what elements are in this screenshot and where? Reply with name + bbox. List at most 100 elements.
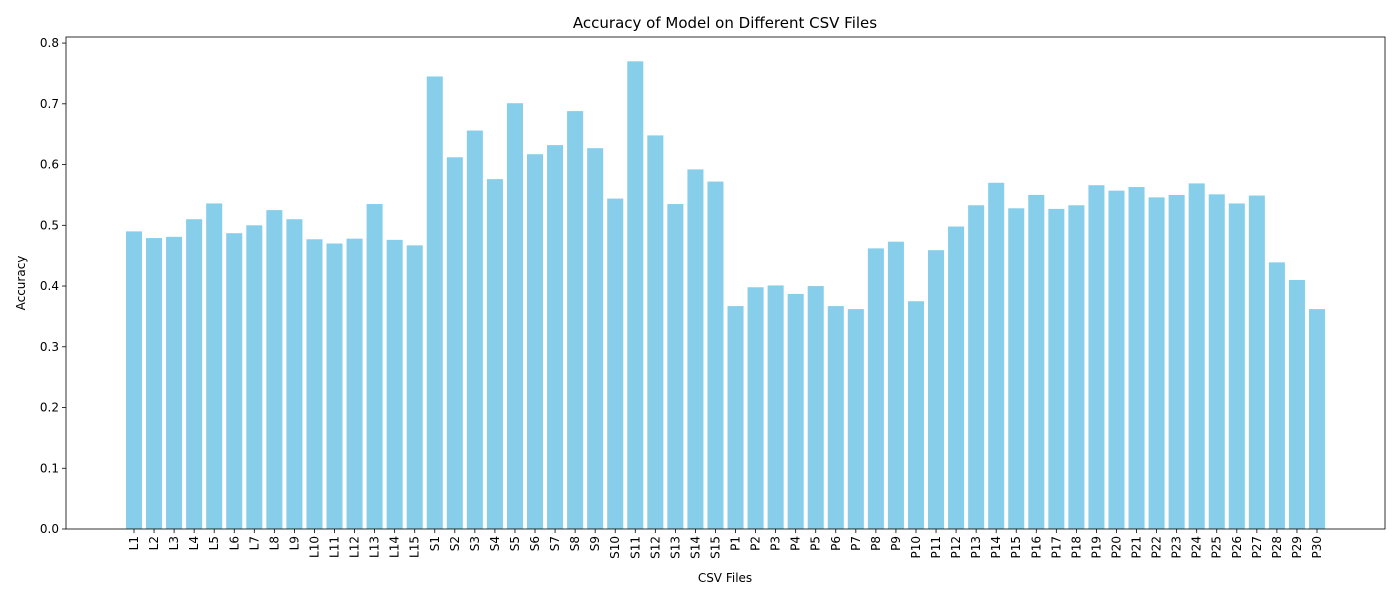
x-tick-label: S14 — [688, 536, 702, 559]
chart-title: Accuracy of Model on Different CSV Files — [573, 14, 877, 32]
x-tick-label: L4 — [187, 536, 201, 550]
x-tick-label: S5 — [508, 536, 522, 551]
bar-L3 — [166, 236, 183, 529]
bar-L13 — [366, 204, 383, 530]
bar-L7 — [246, 225, 263, 530]
x-tick-label: P26 — [1230, 536, 1244, 559]
x-tick-label: P5 — [809, 536, 823, 551]
bar-P15 — [1008, 208, 1025, 530]
x-tick-label: P6 — [829, 536, 843, 551]
bar-P14 — [988, 182, 1005, 529]
bar-P29 — [1288, 279, 1305, 529]
x-tick-label: L15 — [408, 536, 422, 558]
x-tick-label: P8 — [869, 536, 883, 551]
bar-P11 — [928, 250, 945, 529]
x-tick-label: S8 — [568, 536, 582, 551]
bar-L15 — [406, 245, 423, 529]
bar-P28 — [1268, 262, 1285, 529]
x-tick-label: P11 — [929, 536, 943, 559]
bar-P13 — [968, 205, 985, 529]
bar-S13 — [667, 204, 684, 530]
x-tick-label: P3 — [769, 536, 783, 551]
bar-P9 — [887, 241, 904, 529]
x-tick-label: P24 — [1190, 536, 1204, 559]
bar-P3 — [767, 285, 784, 529]
x-tick-label: P13 — [969, 536, 983, 559]
x-tick-label: S6 — [528, 536, 542, 551]
bar-P26 — [1228, 203, 1245, 529]
x-tick-label: P15 — [1009, 536, 1023, 559]
bar-P4 — [787, 293, 804, 529]
x-tick-label: L6 — [227, 536, 241, 550]
x-tick-label: S9 — [588, 536, 602, 551]
x-tick-label: P20 — [1109, 536, 1123, 559]
bar-P30 — [1308, 309, 1326, 529]
bar-P5 — [807, 286, 824, 529]
x-tick-label: S15 — [708, 536, 722, 559]
axes-group: L1 L2 L3 L4 L5 L6 L7 L8 L9 L10 L11 L12 L13 L14 L15 S1 S2… — [40, 36, 1386, 559]
x-tick-label: L3 — [167, 536, 181, 550]
x-tick-label: L14 — [388, 536, 402, 558]
x-tick-label: P19 — [1089, 536, 1103, 559]
x-tick-label: P7 — [849, 536, 863, 551]
x-tick-label: S7 — [548, 536, 562, 551]
bar-P19 — [1088, 185, 1105, 529]
bar-S5 — [506, 103, 523, 530]
y-tick-label: 0.2 — [40, 401, 59, 415]
x-tick-label: L1 — [127, 536, 141, 550]
x-tick-label: P12 — [949, 536, 963, 559]
bar-P1 — [727, 306, 744, 529]
bar-P24 — [1188, 183, 1205, 529]
x-tick-label: P27 — [1250, 536, 1264, 559]
y-tick-label: 0.7 — [40, 97, 59, 111]
x-tick-label: P9 — [889, 536, 903, 551]
x-tick-label: S12 — [648, 536, 662, 559]
bar-S2 — [446, 157, 463, 529]
y-axis-title: Accuracy — [14, 256, 28, 311]
x-tick-label: L2 — [147, 536, 161, 550]
y-tick-label: 0.6 — [40, 158, 59, 172]
bar-S3 — [466, 130, 483, 530]
bar-P6 — [827, 306, 844, 529]
x-tick-label: S13 — [668, 536, 682, 559]
x-tick-label: P18 — [1069, 536, 1083, 559]
bar-L10 — [306, 239, 323, 529]
bar-P16 — [1028, 194, 1045, 529]
bar-L14 — [386, 239, 403, 529]
bar-L12 — [346, 238, 363, 529]
bar-S11 — [627, 61, 644, 530]
plot-frame — [65, 36, 1386, 530]
bar-P12 — [948, 226, 965, 529]
bar-L5 — [206, 203, 223, 529]
x-tick-label: S2 — [448, 536, 462, 551]
bar-P21 — [1128, 187, 1145, 529]
bar-P17 — [1048, 208, 1065, 529]
x-tick-label: S4 — [488, 536, 502, 551]
bar-P25 — [1208, 194, 1225, 529]
x-tick-label: P22 — [1150, 536, 1164, 559]
bar-L8 — [266, 210, 283, 530]
bar-P7 — [847, 309, 864, 529]
y-tick-label: 0.3 — [40, 340, 59, 354]
bar-L6 — [226, 233, 243, 529]
x-tick-label: L11 — [328, 536, 342, 558]
bar-S14 — [687, 169, 704, 529]
bar-S1 — [426, 76, 443, 529]
bar-L2 — [146, 238, 163, 530]
x-tick-label: P2 — [749, 536, 763, 551]
bar-S7 — [547, 145, 564, 529]
bar-S15 — [707, 181, 724, 529]
x-axis-title: CSV Files — [698, 571, 752, 585]
x-tick-label: P23 — [1170, 536, 1184, 559]
bar-P23 — [1168, 194, 1185, 529]
x-tick-label: S10 — [608, 536, 622, 559]
x-tick-label: L7 — [247, 536, 261, 550]
bar-S8 — [567, 111, 584, 529]
y-tick-label: 0.1 — [40, 461, 59, 475]
x-tick-label: P10 — [909, 536, 923, 559]
bar-P27 — [1248, 195, 1265, 529]
y-tick-label: 0.4 — [40, 279, 59, 293]
y-tick-label: 0.8 — [40, 36, 59, 50]
x-tick-label: L12 — [348, 536, 362, 558]
